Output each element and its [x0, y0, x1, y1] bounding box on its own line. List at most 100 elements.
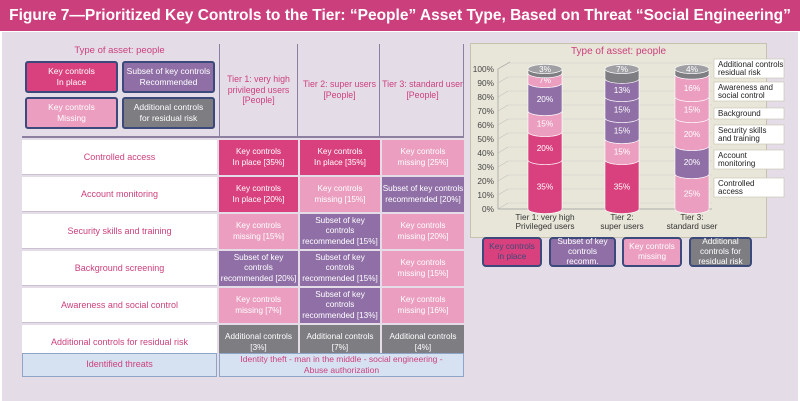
- figure-title: Figure 7—Prioritized Key Controls to the…: [0, 0, 800, 31]
- legend-missing: Key controls Missing: [25, 97, 118, 129]
- tier-cell: Key controls missing [25%]: [382, 140, 464, 175]
- chart-title: Type of asset: people: [570, 45, 667, 57]
- series-label-box: [713, 149, 785, 170]
- grid-tick: [497, 62, 509, 70]
- y-tick-label: 10%: [477, 190, 494, 200]
- series-label-box: [713, 107, 785, 120]
- tier-2-header: Tier 2: super users [People]: [300, 44, 380, 136]
- y-tick-label: 0%: [482, 204, 495, 214]
- grid-tick: [497, 76, 509, 84]
- y-tick-label: 80%: [477, 92, 494, 102]
- data-label: 20%: [684, 129, 701, 139]
- row-label: Security skills and training: [22, 214, 217, 249]
- tier-cell: Key controls In place [35%]: [219, 140, 298, 175]
- grid-tick: [497, 202, 509, 210]
- tier-cell: Key controls In place [35%]: [300, 140, 380, 175]
- tier-1-header: Tier 1: very high privileged users [Peop…: [219, 44, 298, 136]
- identified-threats-text: Identity theft - man in the middle - soc…: [219, 353, 464, 377]
- data-label: 15%: [614, 105, 631, 115]
- tier-cell: Key controls missing [15%]: [300, 177, 380, 212]
- data-label: 13%: [614, 85, 631, 95]
- x-tick-label: Tier 2:: [610, 212, 633, 222]
- identified-threats-label: Identified threats: [22, 353, 217, 377]
- series-label: Awareness and: [718, 83, 773, 92]
- chart-legend-additional: Additional controls for residual risk: [689, 236, 752, 267]
- y-tick-label: 100%: [473, 64, 495, 74]
- series-label: social control: [718, 91, 765, 100]
- chart-legend-missing: Key controls missing: [622, 237, 682, 267]
- data-label: 20%: [684, 157, 701, 167]
- series-label: Additional controls: [718, 60, 783, 69]
- x-tick-label: standard user: [667, 221, 718, 231]
- data-label: 15%: [614, 147, 631, 157]
- series-label-box: [713, 81, 785, 102]
- tier-cell: Key controls In place [20%]: [219, 177, 298, 212]
- series-label: access: [718, 187, 743, 196]
- series-label: and training: [718, 134, 760, 143]
- series-label: Security skills: [718, 126, 766, 135]
- tier-cell: Subset of key controls recommended [13%]: [300, 288, 380, 323]
- data-label: 16%: [684, 83, 701, 93]
- y-tick-label: 90%: [477, 78, 494, 88]
- bar-top: [527, 64, 563, 74]
- data-label: 15%: [537, 119, 554, 129]
- y-tick-label: 30%: [477, 162, 494, 172]
- row-label: Controlled access: [22, 140, 217, 175]
- data-label: 25%: [684, 189, 701, 199]
- legend-in-place: Key controls In place: [25, 61, 118, 93]
- series-label: residual risk: [718, 68, 762, 77]
- x-tick-label: Privileged users: [515, 221, 574, 231]
- chart-legend-subset: Subset of key controls recomm.: [549, 236, 616, 267]
- data-label: 35%: [614, 182, 631, 192]
- grid-tick: [497, 174, 509, 182]
- grid-tick: [497, 160, 509, 168]
- legend-subset: Subset of key controls Recommended: [122, 61, 215, 93]
- data-label: 20%: [537, 94, 554, 104]
- tier-cell: Subset of key controls recommended [20%]: [219, 251, 298, 286]
- tier-cell: Subset of key controls recommended [15%]: [300, 251, 380, 286]
- row-label: Account monitoring: [22, 177, 217, 212]
- y-tick-label: 50%: [477, 134, 494, 144]
- data-label: 7%: [539, 75, 552, 85]
- grid-tick: [497, 132, 509, 140]
- tier-cell: Key controls missing [20%]: [382, 214, 464, 249]
- series-label: Controlled: [718, 179, 754, 188]
- x-tick-label: super users: [600, 221, 643, 231]
- grid-tick: [497, 188, 509, 196]
- data-label: 15%: [684, 105, 701, 115]
- grid-tick: [497, 90, 509, 98]
- tier-cell: Key controls missing [7%]: [219, 288, 298, 323]
- series-label-box: [713, 124, 785, 145]
- y-tick-label: 20%: [477, 176, 494, 186]
- y-tick-label: 60%: [477, 120, 494, 130]
- data-label: 20%: [537, 143, 554, 153]
- series-label: Account: [718, 151, 748, 160]
- data-label: 35%: [537, 182, 554, 192]
- series-label: Background: [718, 109, 761, 118]
- chart-legend-in-place: Key controls in place: [482, 237, 542, 267]
- legend-additional: Additional controls for residual risk: [122, 97, 215, 129]
- tier-cell: Key controls missing [15%]: [219, 214, 298, 249]
- bar-top: [674, 64, 710, 74]
- grid-tick: [497, 104, 509, 112]
- tier-cell: Subset of key controls recommended [15%]: [300, 214, 380, 249]
- row-label: Background screening: [22, 251, 217, 286]
- data-label: 15%: [614, 126, 631, 136]
- asset-type-label: Type of asset: people: [74, 45, 165, 57]
- y-tick-label: 70%: [477, 106, 494, 116]
- tier-3-header: Tier 3: standard user [People]: [382, 44, 464, 136]
- tier-cell: Subset of key controls recommended [20%]: [382, 177, 464, 212]
- data-label: 4%: [686, 64, 699, 74]
- tier-cell: Key controls missing [15%]: [382, 251, 464, 286]
- series-label: monitoring: [718, 159, 755, 168]
- bar-top: [604, 64, 640, 74]
- grid-tick: [497, 146, 509, 154]
- series-label-box: [713, 177, 785, 198]
- x-tick-label: Tier 3:: [680, 212, 703, 222]
- tier-cell: Key controls missing [16%]: [382, 288, 464, 323]
- row-label: Awareness and social control: [22, 288, 217, 323]
- data-label: 7%: [616, 64, 629, 74]
- series-label-box: [713, 58, 785, 79]
- grid-tick: [497, 118, 509, 126]
